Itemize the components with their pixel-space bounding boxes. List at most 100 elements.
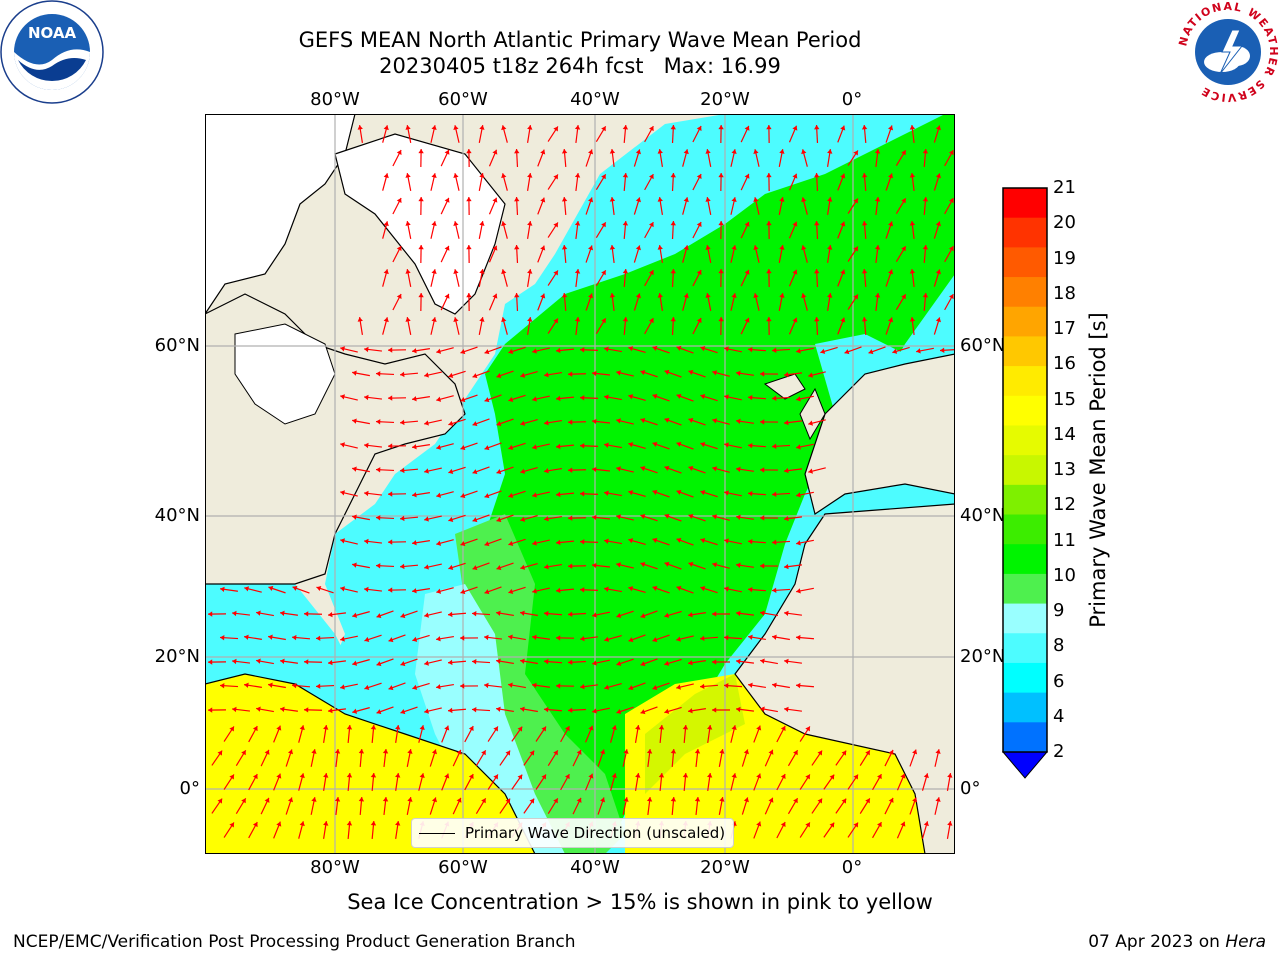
wave-arrow xyxy=(628,394,646,402)
wave-arrow xyxy=(646,748,653,768)
wave-arrow xyxy=(395,773,401,791)
colorbar-tick: 8 xyxy=(1053,635,1065,657)
wave-arrow xyxy=(579,347,599,353)
wave-arrow xyxy=(736,466,754,472)
wave-arrow xyxy=(670,268,676,288)
wave-arrow xyxy=(591,418,611,425)
wave-arrow xyxy=(484,346,502,355)
wave-arrow xyxy=(933,173,941,191)
wave-arrow xyxy=(235,797,247,815)
wave-arrow xyxy=(874,292,881,312)
wave-arrow xyxy=(808,419,826,426)
wave-arrow xyxy=(526,269,533,287)
wave-arrow xyxy=(537,293,546,311)
wave-arrow xyxy=(526,125,533,143)
wave-arrow xyxy=(543,706,563,713)
wave-arrow xyxy=(609,148,616,168)
colorbar-tick: 14 xyxy=(1053,423,1076,445)
wave-arrow xyxy=(664,417,682,426)
wave-arrow xyxy=(375,515,395,521)
wave-arrow xyxy=(315,683,335,689)
wave-arrow xyxy=(447,611,467,618)
wave-arrow xyxy=(382,317,389,335)
wave-arrow xyxy=(579,683,599,690)
wave-arrow xyxy=(532,395,550,402)
wave-arrow xyxy=(705,197,712,215)
wave-arrow xyxy=(766,220,772,240)
colorbar-tick: 20 xyxy=(1053,212,1076,234)
wave-arrow xyxy=(579,443,599,449)
wave-arrow xyxy=(537,149,546,167)
wave-arrow xyxy=(424,707,442,714)
wave-arrow xyxy=(406,749,413,767)
wave-arrow xyxy=(352,659,370,666)
wave-arrow xyxy=(801,197,808,215)
wave-arrow xyxy=(760,658,778,665)
wave-arrow xyxy=(944,293,954,311)
colorbar-tick: 4 xyxy=(1053,705,1065,727)
wave-arrow xyxy=(688,708,706,714)
wave-arrow xyxy=(352,707,370,714)
wave-arrow xyxy=(688,612,706,618)
wave-arrow xyxy=(543,610,563,617)
wave-arrow xyxy=(628,346,646,354)
wave-arrow xyxy=(363,586,383,593)
wave-arrow xyxy=(363,442,383,449)
wave-arrow xyxy=(298,725,305,743)
wave-arrow xyxy=(776,725,786,743)
wave-arrow xyxy=(597,797,606,815)
wave-arrow xyxy=(592,659,610,666)
wave-arrow xyxy=(801,245,808,263)
wave-arrow xyxy=(759,563,779,569)
wave-arrow xyxy=(447,707,467,714)
wave-arrow xyxy=(273,725,282,743)
wave-arrow xyxy=(760,706,778,713)
wave-arrow xyxy=(640,369,658,378)
wave-arrow xyxy=(352,611,370,618)
wave-arrow xyxy=(424,659,442,666)
wave-arrow xyxy=(478,269,485,287)
colorbar-segment xyxy=(1003,722,1047,753)
wave-arrow xyxy=(436,683,454,690)
wave-arrow xyxy=(574,124,581,144)
wave-arrow xyxy=(861,316,868,336)
colorbar-tick: 21 xyxy=(1053,177,1076,198)
wave-arrow xyxy=(764,797,774,815)
wave-arrow xyxy=(484,394,502,403)
ocean-green xyxy=(485,114,955,854)
wave-arrow xyxy=(280,706,298,712)
wave-arrow xyxy=(211,798,223,814)
wave-arrow xyxy=(700,538,718,546)
colorbar-tick: 13 xyxy=(1053,459,1076,480)
wave-arrow xyxy=(712,418,730,425)
wave-arrow xyxy=(441,773,450,791)
colorbar-tick: 18 xyxy=(1053,282,1076,304)
wave-arrow xyxy=(699,683,719,690)
wave-arrow xyxy=(418,773,425,791)
wave-arrow xyxy=(340,538,358,545)
wave-arrow xyxy=(585,293,594,311)
wave-arrow xyxy=(783,419,803,426)
lat-tick-left: 40°N xyxy=(154,505,200,526)
wave-arrow xyxy=(885,221,894,239)
wave-arrow xyxy=(730,245,737,263)
wave-arrow xyxy=(759,419,779,425)
wave-arrow xyxy=(784,658,802,665)
wave-arrow xyxy=(604,683,622,690)
wave-arrow xyxy=(909,220,916,240)
wave-arrow xyxy=(392,245,402,263)
wave-arrow xyxy=(895,149,907,167)
wave-arrow xyxy=(814,268,820,288)
wave-arrow xyxy=(735,658,755,665)
wave-arrow xyxy=(676,489,694,498)
wave-arrow xyxy=(363,394,383,401)
wave-arrow xyxy=(488,149,498,167)
wave-arrow xyxy=(555,395,575,402)
wave-arrow xyxy=(387,443,407,449)
wave-arrow xyxy=(844,346,862,355)
wave-arrow xyxy=(340,683,358,690)
colorbar-tick: 11 xyxy=(1053,529,1076,551)
lat-tick-right: 60°N xyxy=(960,335,1006,356)
wave-arrow xyxy=(724,394,742,401)
wave-arrow xyxy=(688,513,706,522)
